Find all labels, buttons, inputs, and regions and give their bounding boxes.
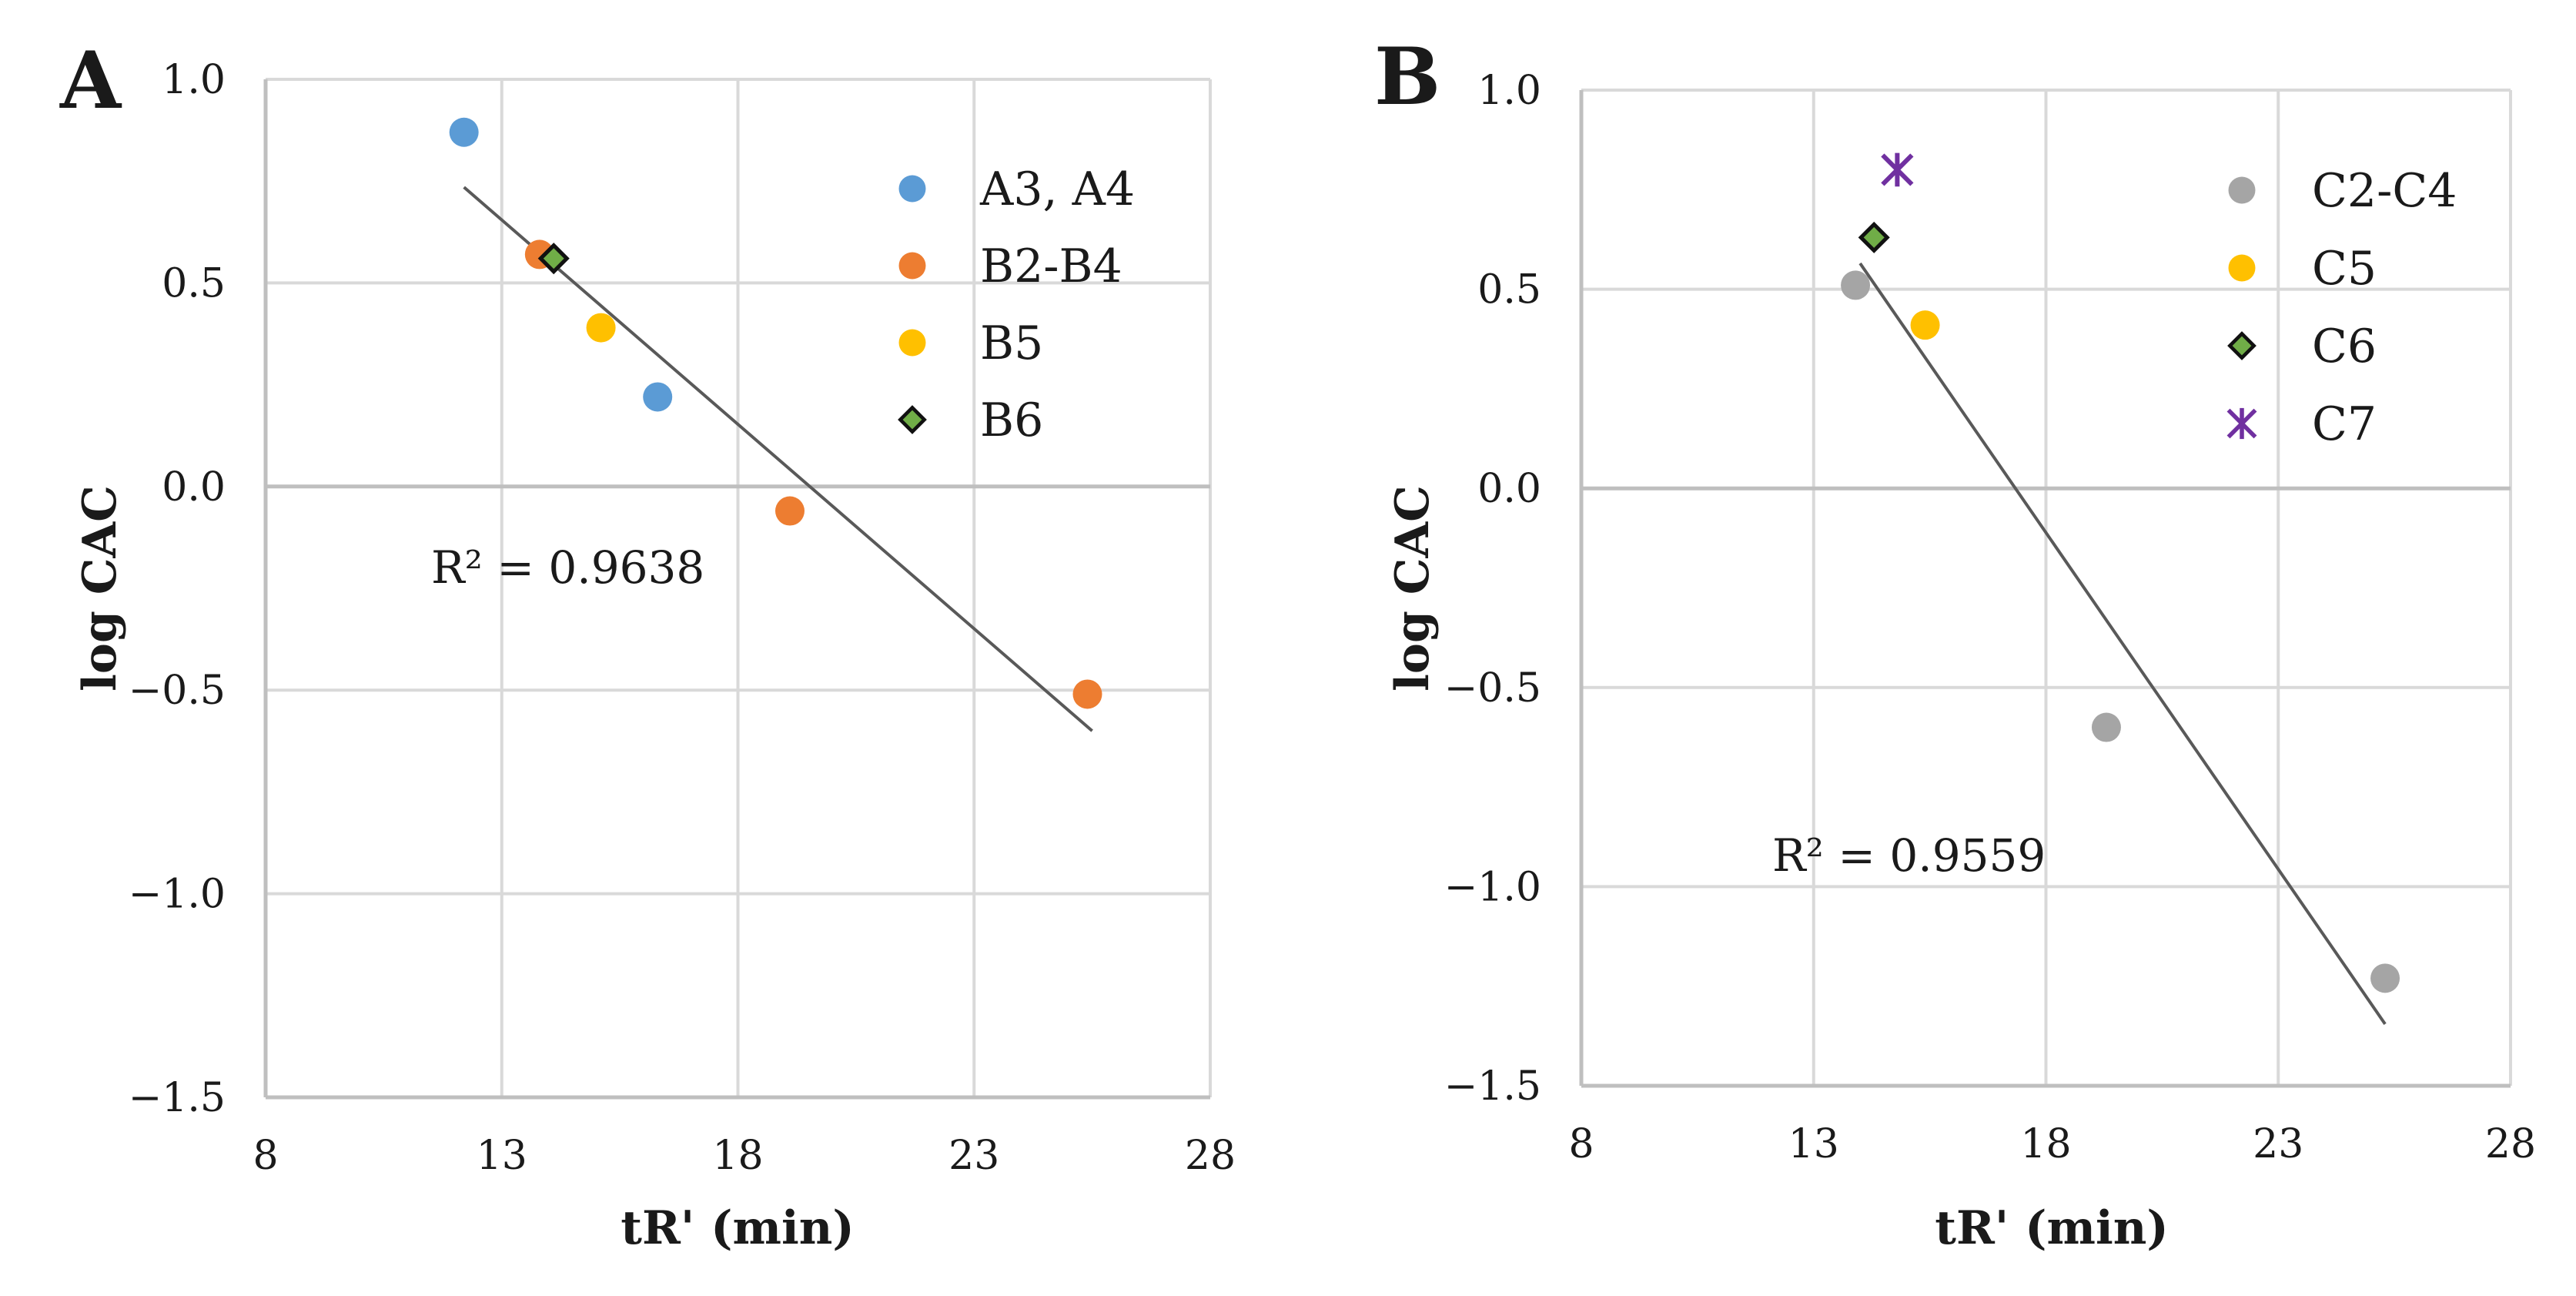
panel-b-data-point [1841,270,1871,300]
panel-b-data-point [1910,310,1940,340]
panel-b-series-c5 [1910,310,1940,340]
panel-b-legend-label: C5 [2312,242,2377,296]
panel-a-y-tick-label: 0.0 [162,464,226,511]
panel-b-series-c7 [1881,152,1914,187]
panel-b-y-tick-label: −1.5 [1444,1063,1541,1110]
panel-b-data-point [2091,712,2121,742]
panel-b-legend-label: C2-C4 [2312,164,2457,218]
panel-a-trendline [463,186,1093,732]
panel-b-r2-annotation: R² = 0.9559 [1772,829,2046,882]
panel-a: 8 13 18 23 28 1.0 0.5 0.0 −0.5 −1.0 −1.5 tR' (min) l… [59,35,1236,1255]
panel-a-legend: A3, A4 B2-B4 B5 B6 [898,162,1135,447]
panel-b-x-tick-label: 28 [2485,1121,2536,1167]
panel-a-legend-marker [898,252,926,280]
panel-a-r2-annotation: R² = 0.9638 [431,541,704,594]
panel-a-series-b6 [537,243,570,275]
panel-b-y-tick-label: 0.0 [1477,466,1541,512]
panel-a-data-point [774,496,805,526]
panel-b-data-point [2370,963,2400,993]
panel-a-data-point [449,117,479,147]
panel-b-y-tick-label: 0.5 [1477,267,1541,313]
panel-b-y-tick-label: 1.0 [1477,68,1541,114]
panel-b-x-tick-label: 23 [2253,1121,2303,1167]
panel-a-x-tick-label: 13 [477,1133,527,1179]
panel-b-x-tick-label: 13 [1788,1121,1839,1167]
panel-a-y-tick-label: −1.0 [129,872,226,918]
panel-a-legend-marker [898,329,926,357]
panel-a-x-tick-label: 28 [1185,1133,1236,1179]
panel-a-x-tick-label: 18 [712,1133,763,1179]
panel-b-legend-marker [2227,331,2257,360]
panel-a-y-tick-label: 0.5 [162,260,226,306]
panel-b-series-c6 [1858,221,1890,253]
panel-a-data-point [643,382,673,412]
panel-a-letter: A [59,35,122,127]
panel-b-data-point [1858,221,1890,253]
panel-b-legend: C2-C4 C5 C6 C7 [2226,164,2457,451]
panel-a-legend-label: B2-B4 [980,239,1122,293]
panel-a-legend-marker [898,405,927,434]
panel-b-series-c2-c4 [1841,270,2400,993]
panel-a-y-axis-title: log CAC [73,485,127,692]
panel-a-x-axis-title: tR' (min) [621,1201,855,1255]
panel-a-legend-label: A3, A4 [979,162,1135,216]
panel-b-legend-marker [2226,407,2257,440]
panel-b-y-tick-label: −1.0 [1444,864,1541,910]
panel-a-y-tick-label: 1.0 [162,57,226,103]
panel-a-x-tick-label: 23 [948,1133,999,1179]
panel-b-trendline [1858,262,2387,1025]
panel-b-x-axis-title: tR' (min) [1935,1201,2169,1255]
panel-b-legend-marker [2228,254,2256,282]
panel-b: 8 13 18 23 28 1.0 0.5 0.0 −0.5 −1.0 −1.5 tR' (min) l… [1374,31,2536,1255]
panel-a-series-b5 [586,313,616,343]
panel-b-y-axis-title: log CAC [1386,485,1440,692]
panel-b-data-point [1881,152,1914,187]
panel-b-y-tick-label: −0.5 [1444,665,1541,712]
panel-a-data-point [1072,679,1102,709]
panel-a-legend-marker [898,175,926,203]
panel-a-y-tick-label: −0.5 [129,668,226,714]
panel-a-legend-label: B6 [980,393,1043,447]
panel-a-series-a3-a4 [449,117,673,412]
panel-b-x-tick-label: 18 [2020,1121,2071,1167]
panel-a-legend-label: B5 [980,316,1043,370]
panel-b-x-tick-label: 8 [1568,1121,1594,1167]
panel-b-letter: B [1374,31,1440,123]
panel-b-legend-label: C7 [2312,397,2377,451]
panel-a-x-tick-label: 8 [253,1133,278,1179]
panel-b-legend-marker [2228,176,2256,204]
panel-a-series-b2-b4 [524,239,1102,709]
panel-a-data-point [537,243,570,275]
panel-b-legend-label: C6 [2312,320,2377,373]
panel-a-y-tick-label: −1.5 [129,1075,226,1121]
panel-a-data-point [586,313,616,343]
